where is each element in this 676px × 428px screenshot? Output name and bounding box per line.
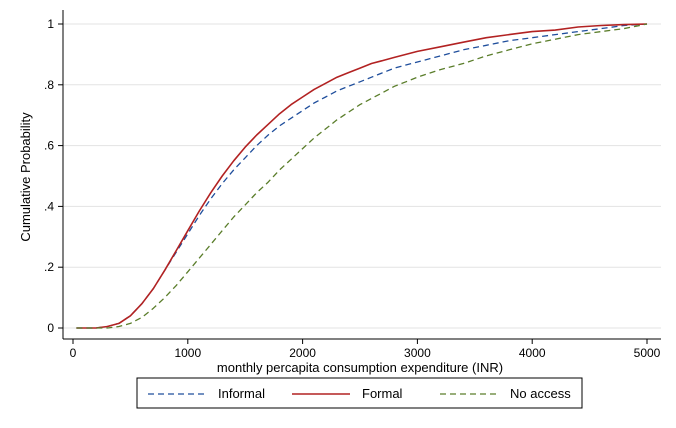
y-axis-title: Cumulative Probability bbox=[18, 112, 33, 242]
y-tick-label-0: 0 bbox=[47, 321, 54, 335]
series-line-no-access bbox=[76, 23, 648, 329]
x-tick-label-1: 1000 bbox=[174, 346, 201, 360]
legend-label-informal: Informal bbox=[218, 386, 265, 401]
x-axis-title: monthly percapita consumption expenditur… bbox=[217, 360, 503, 375]
legend: Informal Formal No access bbox=[136, 377, 583, 409]
y-tick-label-4: .8 bbox=[44, 78, 54, 92]
y-tick-label-2: .4 bbox=[44, 199, 54, 213]
y-tick-label-1: .2 bbox=[44, 260, 54, 274]
x-tick-label-3: 3000 bbox=[404, 346, 431, 360]
series-line-informal bbox=[76, 23, 648, 329]
x-tick-label-2: 2000 bbox=[289, 346, 316, 360]
series-line-formal bbox=[76, 23, 648, 329]
series-lines bbox=[76, 23, 648, 329]
legend-box bbox=[136, 377, 583, 409]
legend-label-no-access: No access bbox=[510, 386, 571, 401]
grid-lines bbox=[63, 23, 661, 329]
x-tick-label-5: 5000 bbox=[634, 346, 661, 360]
axes: 0 .2 .4 .6 .8 1 0 1000 2000 3000 4000 5000 bbox=[44, 10, 661, 360]
y-tick-label-5: 1 bbox=[47, 17, 54, 31]
y-tick-label-3: .6 bbox=[44, 139, 54, 153]
x-tick-label-4: 4000 bbox=[519, 346, 546, 360]
legend-label-formal: Formal bbox=[362, 386, 403, 401]
x-tick-label-0: 0 bbox=[70, 346, 77, 360]
